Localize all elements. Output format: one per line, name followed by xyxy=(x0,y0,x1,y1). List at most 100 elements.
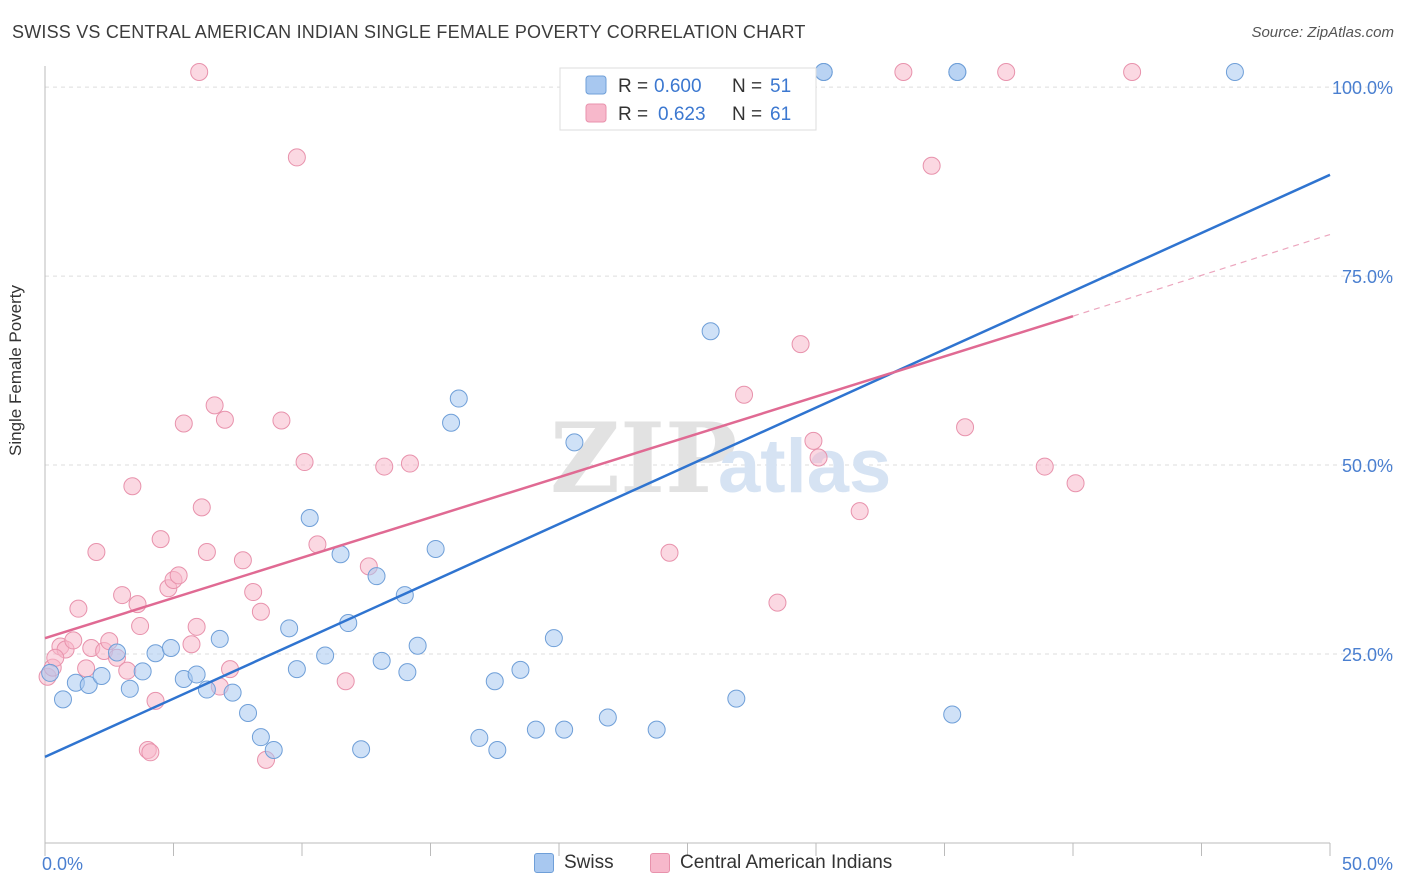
cai-point-52 xyxy=(894,63,913,81)
legend-swiss-n-value: 51 xyxy=(770,76,791,97)
swiss-point-31 xyxy=(442,413,461,432)
cai-point-20 xyxy=(151,530,170,549)
legend-cai-n-value: 61 xyxy=(770,104,791,125)
swiss-point-44 xyxy=(727,689,746,708)
swiss-point-34 xyxy=(485,672,504,691)
cai-point-49 xyxy=(804,431,823,450)
cai-point-18 xyxy=(141,743,160,762)
cai-point-27 xyxy=(192,498,211,517)
swiss-point-3 xyxy=(79,676,98,695)
cai-point-12 xyxy=(113,586,132,605)
swiss-point-17 xyxy=(264,741,283,760)
swiss-point-20 xyxy=(300,508,319,527)
swiss-point-0 xyxy=(41,663,60,682)
swiss-point-42 xyxy=(647,720,666,739)
swiss-point-25 xyxy=(367,567,386,586)
grid-lines xyxy=(45,86,1395,655)
legend-bottom-swiss: Swiss xyxy=(534,852,614,874)
swiss-point-30 xyxy=(426,539,445,558)
swiss-point-41 xyxy=(598,708,617,727)
cai-point-24 xyxy=(174,414,193,433)
y-tick-label-75: 75.0% xyxy=(1342,267,1393,287)
legend-bottom-swiss-label: Swiss xyxy=(564,852,614,873)
cai-point-6 xyxy=(77,659,96,678)
swiss-point-14 xyxy=(223,683,242,702)
swiss-point-24 xyxy=(352,740,371,759)
source-label: Source: ZipAtlas.com xyxy=(1251,24,1394,41)
swiss-point-38 xyxy=(544,629,563,648)
cai-point-33 xyxy=(233,551,252,570)
legend-top: R = 0.600 N = 51 R = 0.623 N = 61 xyxy=(559,67,817,131)
swiss-point-49 xyxy=(814,63,833,81)
legend-cai-n-label: N = xyxy=(732,104,762,125)
swiss-points xyxy=(41,63,1244,760)
cai-point-54 xyxy=(956,418,975,437)
y-tick-label-50: 50.0% xyxy=(1342,456,1393,476)
cai-points xyxy=(38,63,1142,769)
regression-lines xyxy=(44,173,1331,758)
legend-cai-swatch xyxy=(585,103,607,123)
cai-point-31 xyxy=(215,410,234,429)
cai-point-28 xyxy=(197,542,216,561)
cai-point-53 xyxy=(922,156,941,175)
cai-point-8 xyxy=(87,542,106,561)
legend-cai-r-label: R = xyxy=(618,104,648,125)
swiss-point-9 xyxy=(161,638,180,657)
cai-point-13 xyxy=(118,661,137,680)
swiss-point-15 xyxy=(239,703,258,722)
axes xyxy=(44,66,1331,856)
legend-swiss-r-value: 0.600 xyxy=(654,76,702,97)
x-tick-label-max: 50.0% xyxy=(1342,854,1393,874)
tick-labels: 25.0% 50.0% 75.0% 100.0% 0.0% 50.0% xyxy=(42,78,1393,874)
swiss-point-13 xyxy=(210,629,229,648)
legend-bottom-cai-label: Central American Indians xyxy=(680,852,893,873)
chart-title: SWISS VS CENTRAL AMERICAN INDIAN SINGLE … xyxy=(12,22,806,42)
legend-bottom-cai-swatch xyxy=(650,853,670,873)
cai-point-50 xyxy=(809,448,828,467)
legend-cai-r-value: 0.623 xyxy=(658,104,706,125)
cai-point-46 xyxy=(735,385,754,404)
cai-regression-extension xyxy=(1072,233,1331,317)
swiss-point-4 xyxy=(92,666,111,685)
cai-point-47 xyxy=(768,593,787,612)
cai-point-48 xyxy=(791,335,810,354)
cai-point-37 xyxy=(272,411,291,430)
swiss-point-19 xyxy=(287,660,306,679)
cai-point-26 xyxy=(187,617,206,636)
cai-point-41 xyxy=(336,672,355,691)
cai-point-55 xyxy=(997,63,1016,81)
swiss-point-43 xyxy=(701,322,720,341)
legend-bottom-cai: Central American Indians xyxy=(650,852,892,874)
cai-point-43 xyxy=(375,457,394,476)
cai-point-29 xyxy=(205,396,224,415)
y-tick-label-25: 25.0% xyxy=(1342,645,1393,665)
swiss-point-33 xyxy=(470,728,489,747)
cai-point-59 xyxy=(190,63,209,81)
swiss-point-28 xyxy=(398,663,417,682)
swiss-point-29 xyxy=(408,636,427,655)
watermark-atlas: atlas xyxy=(718,424,891,509)
legend-bottom-swiss-swatch xyxy=(534,853,554,873)
swiss-point-46 xyxy=(943,705,962,724)
cai-point-23 xyxy=(169,566,188,585)
swiss-point-40 xyxy=(565,433,584,452)
swiss-point-32 xyxy=(449,389,468,408)
x-tick-label-min: 0.0% xyxy=(42,854,83,874)
cai-point-38 xyxy=(287,148,306,167)
legend-swiss-n-label: N = xyxy=(732,76,762,97)
cai-point-51 xyxy=(850,502,869,521)
cai-point-39 xyxy=(295,453,314,472)
y-tick-label-100: 100.0% xyxy=(1332,78,1393,98)
swiss-point-39 xyxy=(555,720,574,739)
swiss-point-7 xyxy=(133,662,152,681)
swiss-point-36 xyxy=(511,660,530,679)
swiss-point-50 xyxy=(948,63,967,81)
cai-point-14 xyxy=(123,477,142,496)
cai-point-25 xyxy=(182,635,201,654)
cai-point-56 xyxy=(1035,457,1054,476)
cai-point-57 xyxy=(1066,474,1085,493)
cai-point-16 xyxy=(131,617,150,636)
cai-point-60 xyxy=(46,648,65,667)
swiss-point-1 xyxy=(53,690,72,709)
